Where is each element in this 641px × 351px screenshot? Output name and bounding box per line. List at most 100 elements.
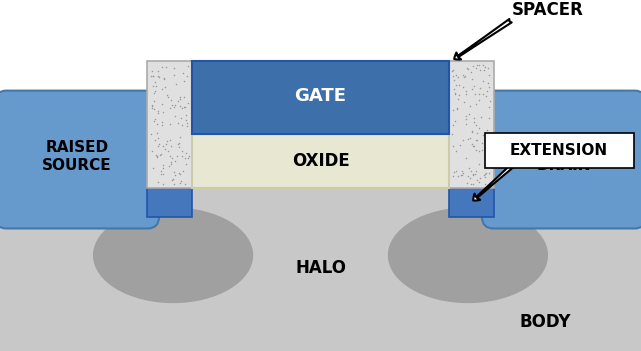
Point	[158, 166, 169, 171]
Point	[470, 137, 481, 143]
Point	[157, 119, 167, 125]
Point	[483, 65, 493, 70]
Point	[183, 100, 193, 106]
Point	[458, 170, 469, 176]
Bar	[449, 61, 494, 188]
Point	[447, 68, 458, 74]
Point	[461, 91, 471, 97]
Point	[162, 92, 172, 97]
Point	[449, 169, 459, 174]
Point	[150, 138, 160, 143]
Point	[169, 172, 179, 178]
Point	[467, 129, 477, 134]
Point	[169, 181, 179, 187]
Point	[165, 121, 176, 127]
Point	[158, 163, 169, 168]
Point	[147, 104, 157, 109]
Point	[476, 147, 487, 152]
FancyBboxPatch shape	[0, 91, 159, 229]
Point	[156, 65, 167, 70]
Point	[471, 122, 481, 128]
Point	[484, 73, 494, 78]
Point	[463, 173, 473, 179]
Point	[471, 148, 481, 153]
Point	[480, 137, 490, 143]
Point	[181, 161, 191, 167]
Point	[165, 153, 175, 159]
Point	[155, 153, 165, 158]
Point	[478, 62, 488, 68]
Point	[463, 165, 474, 171]
Bar	[192, 61, 449, 134]
Point	[176, 115, 187, 120]
Point	[475, 175, 485, 181]
Point	[158, 143, 168, 149]
Point	[448, 122, 458, 128]
Point	[179, 95, 189, 100]
Point	[479, 65, 490, 70]
Point	[474, 62, 485, 68]
Point	[449, 118, 460, 124]
Text: GATE: GATE	[294, 87, 347, 105]
Point	[167, 102, 177, 108]
Point	[479, 172, 489, 178]
Point	[448, 67, 458, 73]
Point	[152, 121, 162, 127]
Point	[156, 86, 167, 92]
Point	[170, 113, 180, 119]
Point	[151, 152, 161, 157]
Point	[154, 141, 164, 147]
FancyBboxPatch shape	[482, 91, 641, 229]
Point	[158, 109, 168, 114]
Point	[466, 69, 476, 75]
Bar	[147, 61, 192, 188]
Point	[483, 80, 493, 85]
Point	[461, 113, 471, 118]
Point	[447, 131, 458, 137]
Point	[468, 144, 478, 149]
Point	[177, 153, 187, 159]
FancyBboxPatch shape	[0, 148, 641, 351]
Point	[147, 69, 158, 74]
Point	[482, 127, 492, 132]
Point	[472, 177, 483, 183]
Point	[467, 86, 478, 92]
Point	[462, 121, 472, 127]
Point	[147, 83, 158, 89]
Point	[457, 168, 467, 174]
Point	[153, 135, 163, 141]
Point	[453, 174, 463, 179]
Point	[467, 128, 477, 133]
Point	[460, 73, 470, 78]
Text: SPACER: SPACER	[512, 1, 584, 19]
Point	[150, 88, 160, 93]
Point	[174, 140, 184, 146]
Point	[153, 111, 163, 116]
Point	[469, 171, 479, 177]
Point	[158, 181, 169, 187]
Point	[459, 75, 469, 80]
Point	[478, 78, 488, 84]
Point	[470, 91, 481, 97]
Point	[166, 161, 176, 166]
Point	[180, 155, 190, 160]
Ellipse shape	[93, 207, 253, 303]
Point	[450, 90, 460, 95]
Point	[474, 91, 484, 97]
Point	[463, 137, 473, 142]
Point	[466, 181, 476, 186]
Point	[170, 159, 180, 164]
Point	[458, 137, 468, 143]
Point	[479, 181, 490, 186]
Text: RAISED
SOURCE: RAISED SOURCE	[42, 140, 112, 173]
Point	[474, 97, 484, 103]
Point	[147, 105, 157, 111]
Point	[172, 153, 182, 159]
Point	[483, 84, 494, 89]
Point	[156, 171, 166, 177]
Ellipse shape	[388, 207, 548, 303]
Point	[456, 172, 467, 178]
Point	[451, 148, 461, 154]
Point	[469, 144, 479, 149]
FancyBboxPatch shape	[485, 133, 634, 168]
